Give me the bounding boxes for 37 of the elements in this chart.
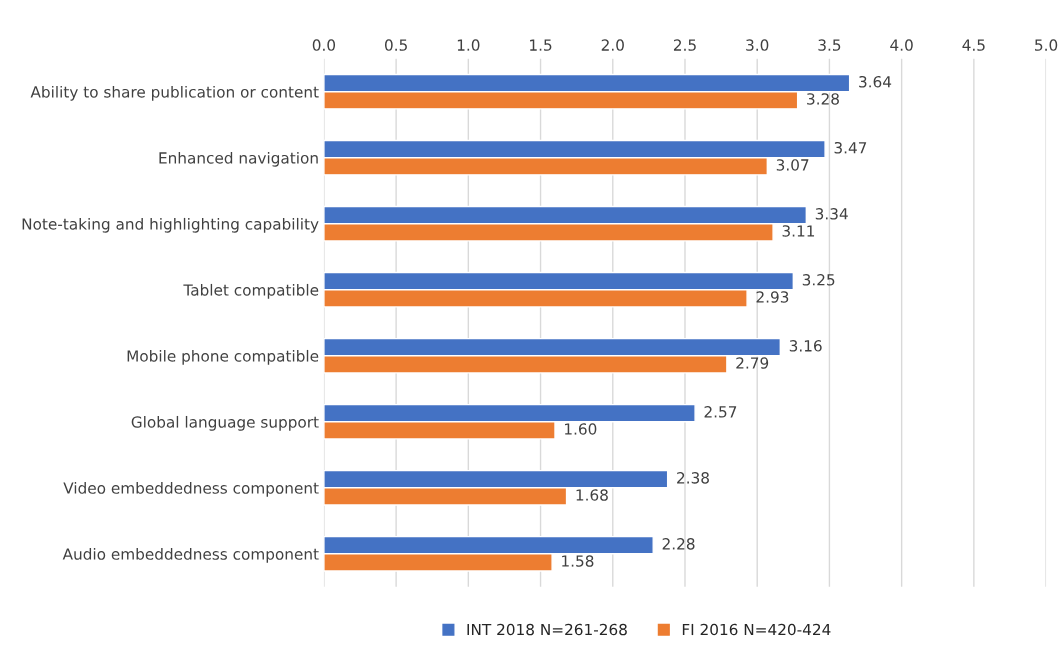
y-tick-label: Note-taking and highlighting capability [22,217,319,233]
data-label: 3.64 [859,75,892,88]
y-tick-label: Ability to share publication or content [30,85,319,101]
y-tick-label: Tablet compatible [183,283,319,299]
data-label: 3.28 [807,93,839,105]
y-tick-label: Audio embeddedness component [62,547,319,563]
x-tick-label: 4.5 [962,39,985,51]
x-tick-label: 3.5 [818,39,841,51]
data-label: 1.60 [565,423,597,435]
x-tick-label: 2.5 [673,39,696,51]
data-label: 3.11 [782,225,815,237]
data-label: 3.07 [776,159,809,171]
y-tick-label: Video embeddedness component [63,481,319,497]
data-label: 2.93 [756,291,789,303]
x-tick-label: 4.0 [890,39,913,51]
y-tick-label: Enhanced navigation [159,151,318,167]
data-label: 3.47 [834,142,867,154]
data-label: 2.79 [736,357,769,369]
data-label: 3.34 [815,208,848,220]
legend-label: FI 2016 N=420-424 [682,623,831,636]
data-label: 1.58 [562,555,594,567]
data-label: 3.16 [789,340,822,352]
data-label: 1.68 [576,489,608,501]
data-label: 2.38 [677,472,709,484]
x-tick-label: 0.0 [312,39,336,51]
data-label: 3.25 [802,274,835,286]
y-tick-label: Mobile phone compatible [127,349,319,365]
x-tick-label: 5.0 [1035,39,1058,51]
x-tick-label: 3.0 [746,39,769,51]
data-label: 2.57 [704,406,737,418]
x-tick-label: 2.0 [601,39,624,51]
legend-label: INT 2018 N=261-268 [467,623,627,636]
y-tick-label: Global language support [131,415,319,431]
x-tick-label: 1.0 [457,39,480,51]
data-label: 2.28 [662,538,695,550]
x-tick-label: 0.5 [384,39,407,51]
x-tick-label: 1.5 [530,39,552,51]
